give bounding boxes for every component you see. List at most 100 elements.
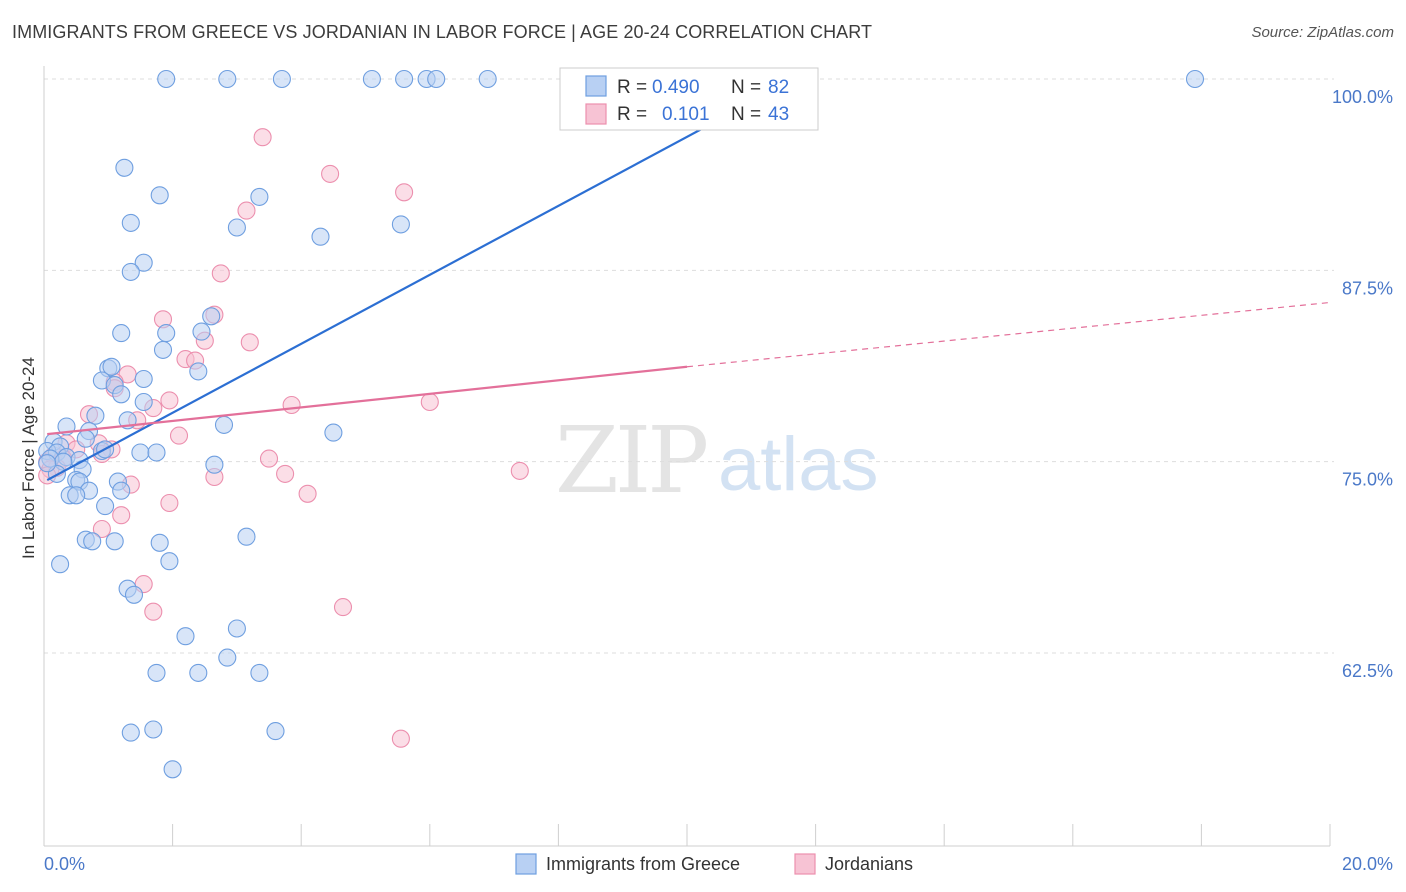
data-point-greece <box>227 218 246 237</box>
data-point-greece <box>218 648 237 667</box>
data-point-greece <box>157 69 176 89</box>
data-point-greece <box>134 253 153 272</box>
trend-line-jordanians-extension <box>686 301 1331 368</box>
data-point-greece <box>150 186 169 205</box>
y-tick-label: 87.5% <box>1342 278 1393 298</box>
watermark-zip: ZIP <box>555 407 706 514</box>
data-point-greece <box>131 443 150 462</box>
data-point-greece <box>105 532 124 551</box>
data-point-greece <box>115 158 134 177</box>
chart-title: IMMIGRANTS FROM GREECE VS JORDANIAN IN L… <box>12 22 873 42</box>
data-point-greece <box>192 322 211 341</box>
watermark-atlas: atlas <box>718 422 879 507</box>
data-point-greece <box>189 362 208 381</box>
data-point-greece <box>324 423 343 442</box>
bottom-legend-swatch-jordanians <box>794 853 816 875</box>
data-point-jordanians <box>282 395 301 415</box>
data-point-greece <box>112 324 131 343</box>
data-point-greece <box>147 663 166 682</box>
data-point-greece <box>67 486 86 505</box>
data-point-greece <box>121 723 140 742</box>
data-point-jordanians <box>160 493 179 513</box>
data-point-greece <box>102 357 121 376</box>
legend-n-label-greece: N = <box>731 77 761 98</box>
data-point-greece <box>237 527 256 546</box>
tick-labels: 100.0% 87.5% 75.0% 62.5% 0.0% 20.0% <box>44 87 1393 874</box>
data-point-jordanians <box>333 598 353 617</box>
data-point-greece <box>86 406 105 425</box>
data-point-greece <box>227 619 246 638</box>
legend-r-label-greece: R = <box>617 77 647 98</box>
data-point-greece <box>218 69 237 89</box>
data-point-greece <box>134 392 153 412</box>
series-greece-points <box>38 69 1205 779</box>
data-point-greece <box>160 552 179 571</box>
data-point-jordanians <box>510 461 529 480</box>
x-tick-label: 0.0% <box>44 854 85 874</box>
data-point-greece <box>83 532 102 551</box>
data-point-greece <box>121 213 140 232</box>
data-point-greece <box>112 385 131 404</box>
data-point-greece <box>272 69 291 89</box>
data-point-greece <box>112 481 131 500</box>
chart-source: Source: ZipAtlas.com <box>1251 24 1394 41</box>
legend-n-label-jordanians: N = <box>731 104 761 125</box>
series-jordanians-points <box>38 128 529 748</box>
y-axis-title: In Labor Force | Age 20-24 <box>19 357 38 559</box>
data-point-jordanians <box>395 183 414 202</box>
data-point-greece <box>189 663 208 682</box>
data-point-greece <box>250 187 269 206</box>
data-point-greece <box>266 722 285 741</box>
legend-r-label-jordanians: R = <box>617 104 647 125</box>
data-point-greece <box>391 215 410 234</box>
data-point-greece <box>147 443 166 462</box>
legend-n-value-greece: 82 <box>768 77 789 98</box>
grid-lines <box>44 78 1334 654</box>
data-point-greece <box>427 69 446 89</box>
bottom-legend-label-greece: Immigrants from Greece <box>546 854 740 874</box>
y-tick-label: 100.0% <box>1332 87 1393 107</box>
data-point-jordanians <box>160 391 179 410</box>
data-point-greece <box>134 369 153 389</box>
data-point-jordanians <box>240 333 259 352</box>
bottom-legend-label-jordanians: Jordanians <box>825 854 913 874</box>
trend-lines <box>46 84 1331 482</box>
trend-line-jordanians <box>47 365 688 436</box>
legend-swatch-greece <box>585 75 607 97</box>
data-point-jordanians <box>169 426 189 445</box>
data-point-greece <box>96 497 115 516</box>
data-point-jordanians <box>92 519 111 539</box>
data-point-jordanians <box>298 484 317 503</box>
trend-line-greece <box>46 84 784 482</box>
data-point-jordanians <box>112 506 131 525</box>
data-point-greece <box>395 69 414 89</box>
data-point-greece <box>1185 69 1205 89</box>
data-point-jordanians <box>420 392 439 412</box>
data-point-greece <box>144 720 163 739</box>
data-point-jordanians <box>276 464 295 483</box>
watermark: ZIP atlas <box>555 407 879 514</box>
data-point-jordanians <box>391 729 410 748</box>
legend-r-value-greece: 0.490 <box>652 77 700 98</box>
data-point-greece <box>205 455 224 474</box>
data-point-greece <box>157 324 176 343</box>
bottom-legend-swatch-greece <box>515 853 537 875</box>
data-point-greece <box>124 585 144 604</box>
data-point-greece <box>362 69 381 89</box>
y-tick-label: 62.5% <box>1342 661 1393 681</box>
legend-box: R = 0.490 N = 82 R = 0.101 N = 43 <box>559 67 819 131</box>
data-point-greece <box>163 760 182 779</box>
data-point-jordanians <box>253 128 272 147</box>
data-point-greece <box>202 307 221 326</box>
data-point-greece <box>176 627 195 646</box>
data-point-jordanians <box>321 164 340 183</box>
data-point-jordanians <box>259 449 279 468</box>
data-point-greece <box>150 533 169 552</box>
x-tick-label: 20.0% <box>1342 854 1393 874</box>
data-point-greece <box>250 663 269 682</box>
data-point-greece <box>76 429 95 448</box>
data-point-greece <box>38 454 57 473</box>
legend-swatch-jordanians <box>585 103 607 125</box>
legend-n-value-jordanians: 43 <box>768 104 789 125</box>
